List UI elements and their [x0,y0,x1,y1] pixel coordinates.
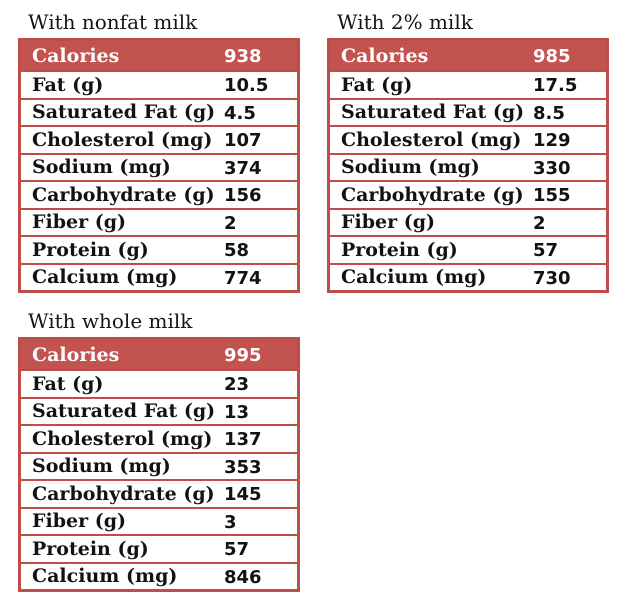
row-value: 10.5 [224,75,269,97]
nutrition-table-section-whole: With whole milk Calories 995 Fat (g) 23 … [18,307,300,592]
row-label: Calcium (mg) [32,565,178,588]
row-value: 155 [533,185,571,207]
table-row: Protein (g) 58 [21,235,297,263]
row-label: Cholesterol (mg) [341,128,522,151]
nutrition-table-2percent: Calories 985 Fat (g) 17.5 Saturated Fat … [327,38,609,293]
table-row: Cholesterol (mg) 137 [21,424,297,452]
row-value: 57 [533,240,559,262]
row-value: 2 [224,212,237,234]
table-row: Fat (g) 17.5 [330,70,606,98]
table-row: Sodium (mg) 353 [21,451,297,479]
table-row: Cholesterol (mg) 107 [21,125,297,153]
row-label: Fat (g) [32,73,104,96]
row-value: 57 [224,539,250,561]
row-value: 107 [224,130,262,152]
table-row: Saturated Fat (g) 13 [21,396,297,424]
nutrition-table-section-2percent: With 2% milk Calories 985 Fat (g) 17.5 S… [327,8,609,293]
row-label: Cholesterol (mg) [32,128,213,151]
table-row: Fiber (g) 2 [330,207,606,235]
row-value: 17.5 [533,75,578,97]
table-row: Cholesterol (mg) 129 [330,125,606,153]
row-label: Fiber (g) [32,510,126,533]
row-value: 129 [533,130,571,152]
table-row: Carbohydrate (g) 145 [21,479,297,507]
row-value: 13 [224,401,250,423]
row-value: 2 [533,212,546,234]
row-value: 137 [224,429,262,451]
table-title: With whole milk [28,309,193,333]
table-row: Calcium (mg) 774 [21,262,297,290]
table-row: Calcium (mg) 730 [330,262,606,290]
table-header-row: Calories 995 [21,340,297,369]
row-label: Carbohydrate (g) [341,183,524,206]
table-row: Sodium (mg) 330 [330,152,606,180]
table-title: With nonfat milk [28,10,198,34]
row-label: Protein (g) [341,238,458,261]
header-value: 938 [224,46,262,67]
nutrition-table-whole: Calories 995 Fat (g) 23 Saturated Fat (g… [18,337,300,592]
table-row: Fat (g) 10.5 [21,70,297,98]
row-label: Saturated Fat (g) [32,400,216,423]
header-label: Calories [32,343,120,366]
table-header-row: Calories 938 [21,41,297,70]
table-title: With 2% milk [337,10,473,34]
row-value: 8.5 [533,102,565,124]
row-value: 58 [224,240,250,262]
row-label: Fat (g) [32,372,104,395]
row-label: Carbohydrate (g) [32,482,215,505]
header-value: 985 [533,46,571,67]
table-row: Fiber (g) 2 [21,207,297,235]
header-label: Calories [32,44,120,67]
nutrition-table-nonfat: Calories 938 Fat (g) 10.5 Saturated Fat … [18,38,300,293]
table-row: Sodium (mg) 374 [21,152,297,180]
table-row: Carbohydrate (g) 156 [21,180,297,208]
nutrition-table-section-nonfat: With nonfat milk Calories 938 Fat (g) 10… [18,8,300,293]
row-label: Calcium (mg) [32,266,178,289]
row-label: Fat (g) [341,73,413,96]
table-row: Saturated Fat (g) 8.5 [330,97,606,125]
row-label: Fiber (g) [32,211,126,234]
table-row: Protein (g) 57 [330,235,606,263]
row-label: Sodium (mg) [32,156,171,179]
row-label: Sodium (mg) [341,156,480,179]
table-row: Saturated Fat (g) 4.5 [21,97,297,125]
table-row: Carbohydrate (g) 155 [330,180,606,208]
row-value: 145 [224,484,262,506]
row-value: 4.5 [224,102,256,124]
row-label: Protein (g) [32,537,149,560]
row-label: Sodium (mg) [32,455,171,478]
row-value: 330 [533,157,571,179]
row-value: 846 [224,566,262,588]
row-value: 23 [224,374,250,396]
table-row: Calcium (mg) 846 [21,561,297,589]
row-label: Calcium (mg) [341,266,487,289]
row-label: Protein (g) [32,238,149,261]
row-value: 730 [533,267,571,289]
table-header-row: Calories 985 [330,41,606,70]
row-value: 3 [224,511,237,533]
row-label: Saturated Fat (g) [341,101,525,124]
row-value: 774 [224,267,262,289]
row-value: 353 [224,456,262,478]
row-label: Saturated Fat (g) [32,101,216,124]
table-row: Fiber (g) 3 [21,506,297,534]
table-row: Protein (g) 57 [21,534,297,562]
table-row: Fat (g) 23 [21,369,297,397]
row-value: 374 [224,157,262,179]
row-label: Fiber (g) [341,211,435,234]
row-label: Carbohydrate (g) [32,183,215,206]
header-value: 995 [224,345,262,366]
row-value: 156 [224,185,262,207]
row-label: Cholesterol (mg) [32,427,213,450]
header-label: Calories [341,44,429,67]
